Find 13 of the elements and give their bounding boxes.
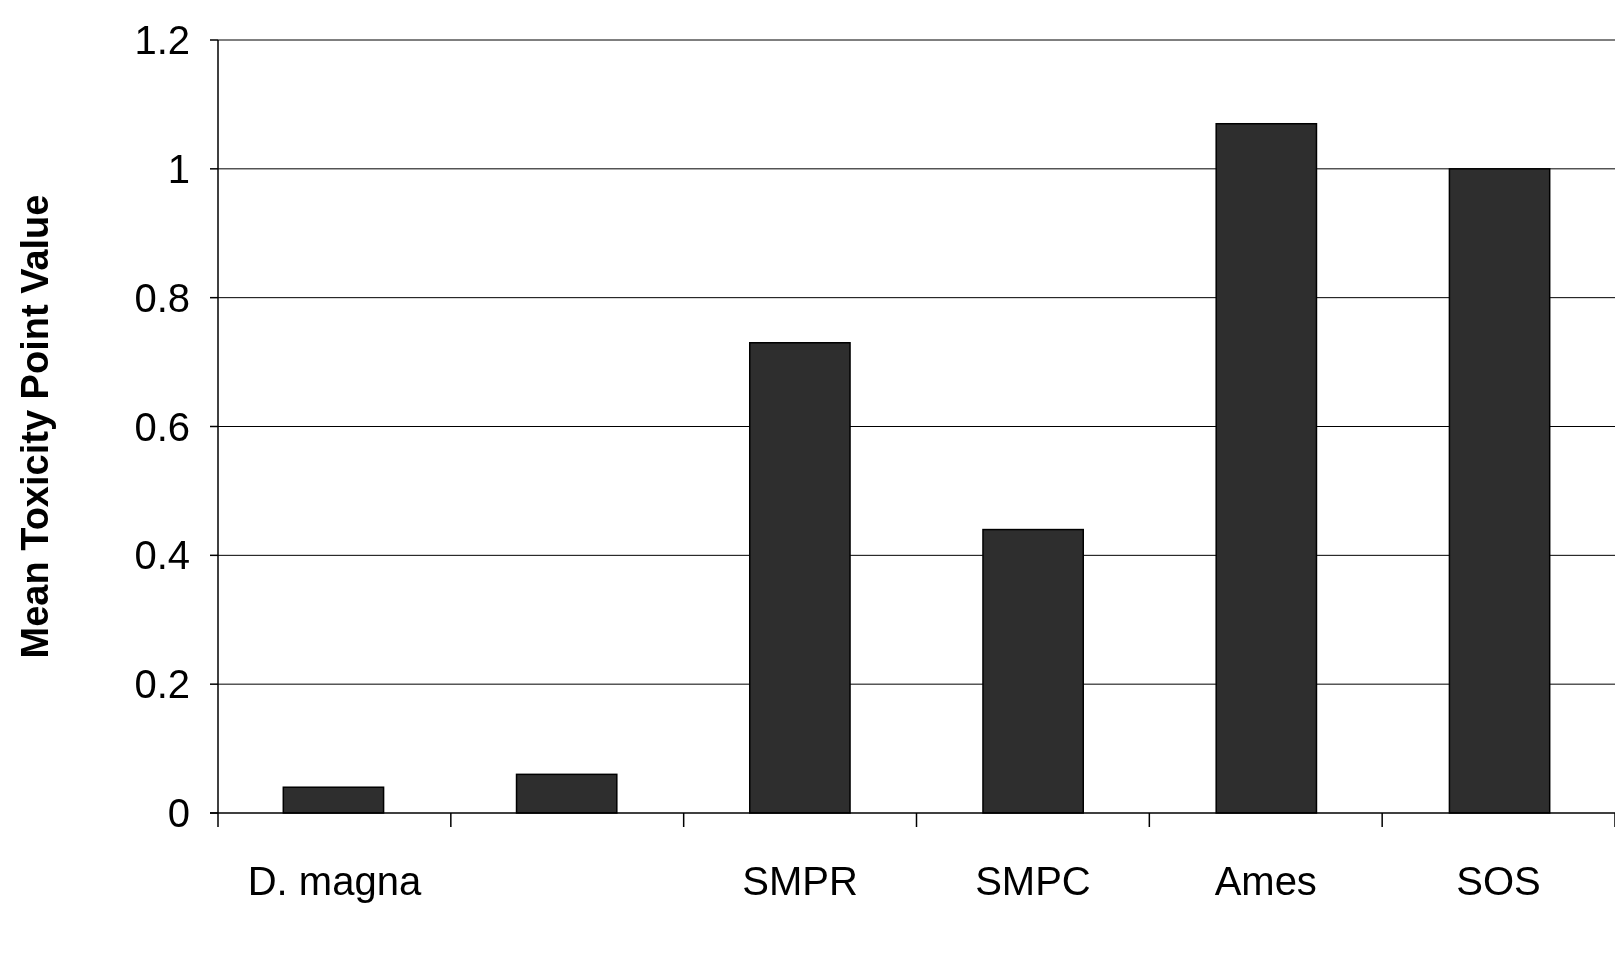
x-tick-label: SMPR [742, 859, 858, 903]
y-tick-label: 1 [167, 146, 190, 191]
x-tick-label: D. magna [247, 859, 422, 903]
y-tick-label: 0.8 [134, 275, 190, 320]
y-tick-label: 0.4 [134, 533, 190, 578]
y-axis-title: Mean Toxicity Point Value [14, 194, 56, 659]
x-tick-label: SMPC [975, 859, 1091, 903]
y-tick-label: 1.2 [134, 18, 190, 62]
y-tick-label: 0 [167, 791, 190, 835]
x-tick-label: SOS [1456, 859, 1541, 903]
x-tick-label: Ames [1214, 859, 1317, 903]
y-tick-label: 0.2 [134, 662, 190, 707]
y-tick-label: 0.6 [134, 404, 190, 449]
